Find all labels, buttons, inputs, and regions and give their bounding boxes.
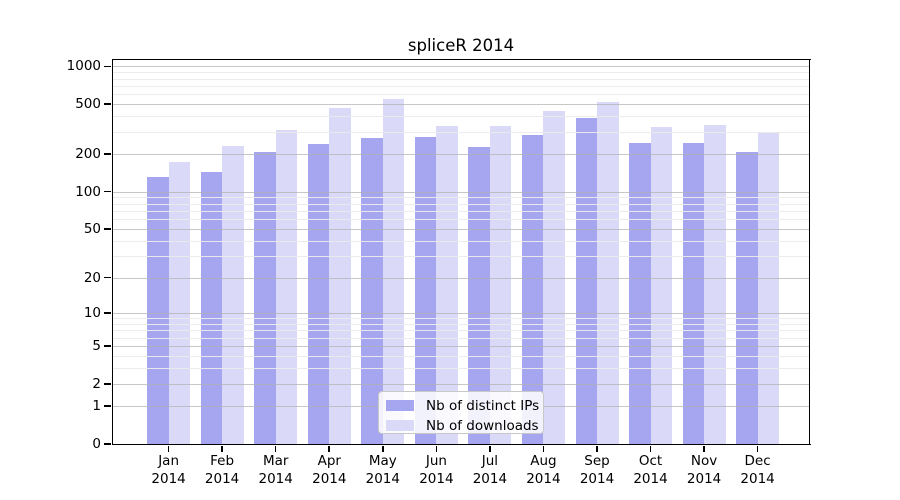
y-tick-label-0: 0 xyxy=(92,436,101,452)
y-tick-mark-2 xyxy=(104,383,111,385)
bar-distinct-ips-dec xyxy=(736,152,758,444)
y-tick-label-200: 200 xyxy=(75,146,101,163)
axis-spine-top xyxy=(111,58,811,61)
axis-spine-left xyxy=(111,58,114,446)
bar-downloads-mar xyxy=(275,129,298,444)
plot-area xyxy=(113,60,809,444)
y-tick-mark-0 xyxy=(104,443,111,445)
y-tick-label-10: 10 xyxy=(83,304,101,321)
legend-swatch-downloads xyxy=(386,420,414,431)
y-tick-mark-10 xyxy=(104,312,111,314)
x-tick-mark-may xyxy=(382,445,384,452)
bar-distinct-ips-jul xyxy=(468,146,490,444)
legend-swatch-distinct-ips xyxy=(386,400,414,411)
y-tick-mark-500 xyxy=(104,103,111,105)
bar-downloads-apr xyxy=(329,107,351,444)
y-tick-mark-100 xyxy=(104,190,111,193)
x-tick-mark-aug xyxy=(542,445,545,452)
x-tick-mark-jun xyxy=(435,445,438,452)
y-tick-label-5: 5 xyxy=(92,338,101,354)
bar-distinct-ips-may xyxy=(361,137,383,444)
x-tick-label-jun: Jun 2014 xyxy=(419,453,454,487)
x-tick-mark-mar xyxy=(274,445,277,452)
x-tick-label-jul: Jul 2014 xyxy=(472,453,508,487)
bar-downloads-dec xyxy=(757,132,780,444)
y-tick-label-20: 20 xyxy=(83,269,101,286)
bar-downloads-oct xyxy=(650,126,673,444)
bar-downloads-feb xyxy=(222,145,244,444)
x-tick-label-sep: Sep 2014 xyxy=(579,453,615,487)
y-tick-label-1000: 1000 xyxy=(66,58,101,75)
y-tick-label-500: 500 xyxy=(75,96,101,113)
bar-distinct-ips-jun xyxy=(414,137,437,444)
legend-item-distinct-ips: Nb of distinct IPs xyxy=(386,397,543,414)
bar-distinct-ips-sep xyxy=(575,118,597,444)
legend-label-distinct-ips: Nb of distinct IPs xyxy=(426,397,540,414)
x-tick-mark-nov xyxy=(703,445,705,452)
y-tick-label-50: 50 xyxy=(83,221,101,237)
x-tick-mark-apr xyxy=(328,445,330,452)
legend: Nb of distinct IPs Nb of downloads xyxy=(378,391,544,434)
bar-downloads-jan xyxy=(168,162,191,444)
bar-distinct-ips-feb xyxy=(200,171,223,444)
legend-label-downloads: Nb of downloads xyxy=(426,417,539,434)
axis-spine-right xyxy=(808,58,811,446)
bar-downloads-nov xyxy=(704,124,726,444)
x-tick-label-aug: Aug 2014 xyxy=(526,453,561,487)
chart-title: spliceR 2014 xyxy=(407,36,515,55)
x-tick-mark-oct xyxy=(649,445,652,452)
x-tick-label-nov: Nov 2014 xyxy=(686,453,722,487)
y-tick-mark-200 xyxy=(104,153,111,155)
y-tick-label-100: 100 xyxy=(75,183,101,200)
y-tick-label-1: 1 xyxy=(92,398,101,415)
x-tick-label-oct: Oct 2014 xyxy=(633,453,668,487)
y-tick-label-2: 2 xyxy=(92,375,101,392)
x-tick-label-feb: Feb 2014 xyxy=(204,453,240,487)
legend-item-downloads: Nb of downloads xyxy=(386,417,543,434)
bar-distinct-ips-jan xyxy=(147,177,169,444)
x-tick-label-mar: Mar 2014 xyxy=(258,453,293,487)
bar-distinct-ips-aug xyxy=(521,135,544,444)
bar-downloads-jun xyxy=(436,126,458,444)
x-tick-mark-sep xyxy=(596,445,598,452)
x-tick-mark-jan xyxy=(167,445,170,452)
bar-downloads-aug xyxy=(543,110,565,444)
x-tick-label-apr: Apr 2014 xyxy=(312,453,347,487)
x-tick-mark-feb xyxy=(221,445,223,452)
x-tick-mark-jul xyxy=(489,445,491,452)
bar-distinct-ips-nov xyxy=(682,142,705,444)
bar-distinct-ips-oct xyxy=(629,143,651,444)
bar-distinct-ips-mar xyxy=(254,151,276,444)
x-tick-mark-dec xyxy=(756,445,759,452)
y-tick-mark-5 xyxy=(104,345,111,347)
bar-downloads-sep xyxy=(597,101,619,444)
y-tick-mark-1000 xyxy=(104,65,111,68)
x-tick-label-jan: Jan 2014 xyxy=(151,453,186,487)
y-tick-mark-1 xyxy=(104,405,111,407)
x-tick-label-may: May 2014 xyxy=(365,453,400,487)
x-tick-label-dec: Dec 2014 xyxy=(740,453,775,487)
axis-spine-bottom xyxy=(111,443,811,446)
bar-downloads-jul xyxy=(489,126,512,444)
bars-layer xyxy=(113,60,809,444)
bar-downloads-may xyxy=(382,98,405,444)
y-tick-mark-50 xyxy=(104,228,111,230)
y-tick-mark-20 xyxy=(104,276,111,279)
bar-distinct-ips-apr xyxy=(307,144,330,444)
